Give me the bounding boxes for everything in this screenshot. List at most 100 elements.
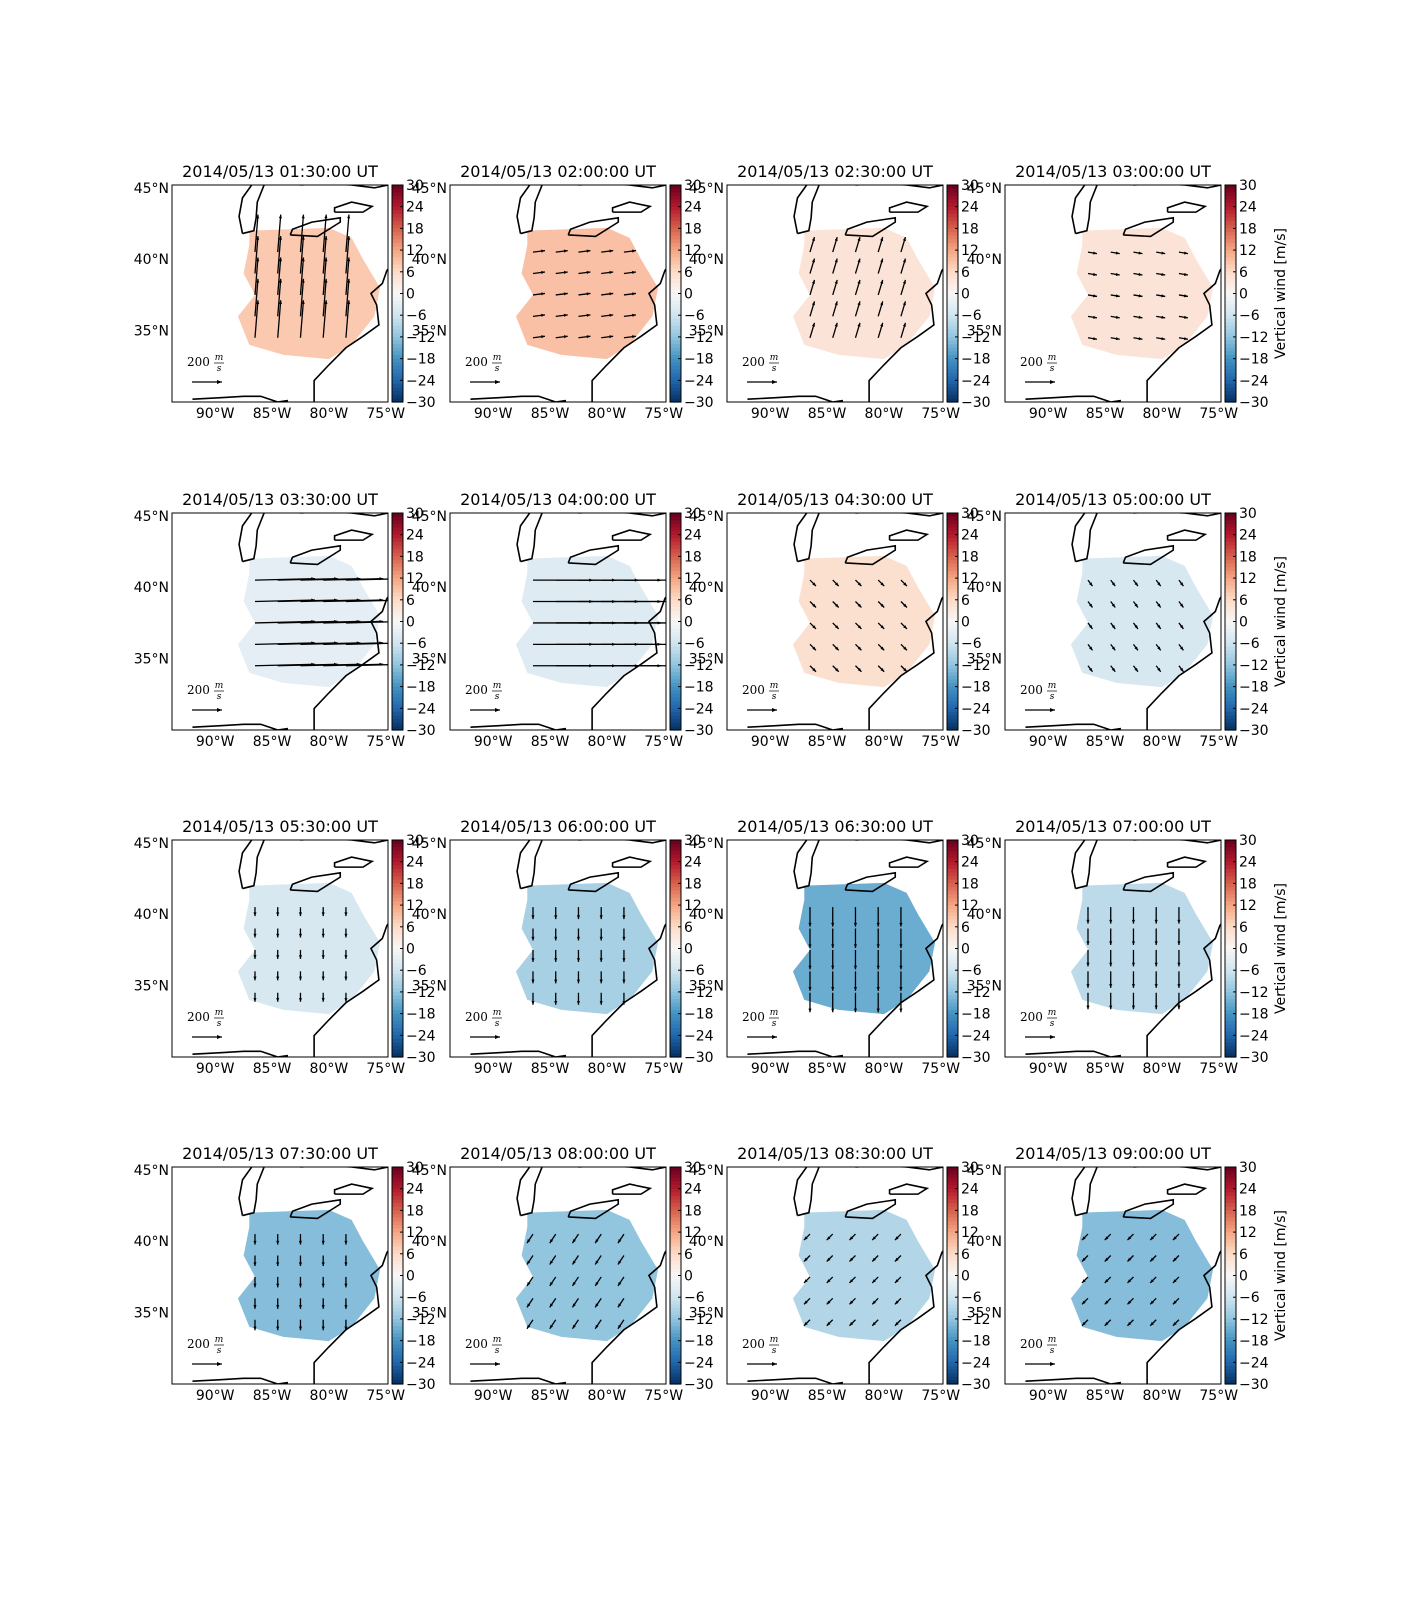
wind-arrow (344, 1255, 348, 1267)
coastline (888, 1183, 930, 1195)
colorbar-tick-label: −6 (1239, 963, 1260, 979)
coastline (192, 395, 289, 402)
coastline (192, 1050, 289, 1057)
colorbar-tick-label: 24 (684, 855, 702, 871)
x-tick-label: 75°W (366, 1061, 405, 1077)
colorbar-tick-label: 24 (961, 528, 979, 544)
colorbar-tick-label: 0 (1239, 287, 1248, 303)
wind-arrow (1110, 272, 1120, 276)
wind-arrow (1110, 294, 1120, 298)
colorbar-tick-label: 0 (406, 1269, 415, 1285)
coastline (793, 1167, 820, 1217)
map-area (747, 513, 943, 730)
wind-arrow (321, 1234, 325, 1245)
colorbar-tick-label: −30 (1239, 1377, 1269, 1393)
wind-arrow (809, 322, 816, 338)
panel-title: 2014/05/13 04:00:00 UT (460, 490, 656, 509)
wind-arrow (808, 992, 812, 1013)
wind-arrow (345, 642, 388, 645)
scale-value: 200 (465, 1337, 488, 1351)
wind-arrow (1087, 579, 1094, 587)
wind-arrow (849, 1233, 856, 1241)
colorbar-tick-label: −12 (961, 985, 991, 1001)
wind-arrow (601, 313, 614, 317)
colorbar-tick-label: 18 (1239, 1203, 1257, 1219)
coastline (1133, 1167, 1221, 1171)
x-tick-label: 80°W (588, 406, 627, 422)
coastline (855, 1167, 943, 1171)
scale-unit-num: m (215, 1008, 224, 1018)
colorbar-tick-label: 6 (406, 593, 415, 609)
y-tick-label: 45°N (134, 1163, 169, 1179)
wind-arrow (1154, 907, 1158, 924)
colorbar-tick-label: 12 (406, 243, 424, 259)
wind-arrow (832, 643, 840, 651)
wind-arrow (853, 949, 858, 970)
scale-unit-den: s (772, 1346, 777, 1356)
colorbar-tick-label: −24 (406, 1028, 436, 1044)
wind-arrow (1178, 622, 1184, 630)
coastline (747, 1377, 844, 1384)
wind-arrow (1087, 294, 1098, 298)
wind-region (1070, 882, 1214, 1015)
colorbar-tick-label: −18 (406, 1334, 436, 1350)
coastline (1146, 922, 1221, 1057)
colorbar-tick-label: 18 (1239, 549, 1257, 565)
axes-frame (1004, 839, 1222, 1058)
x-tick-label: 75°W (366, 406, 405, 422)
map-area (470, 185, 666, 402)
colorbar-tick-label: 30 (406, 178, 424, 194)
wind-arrow (1109, 949, 1113, 967)
wind-arrow (253, 949, 257, 959)
panel-title: 2014/05/13 07:30:00 UT (182, 1144, 378, 1163)
wind-region (792, 882, 936, 1015)
wind-arrow (1127, 1233, 1134, 1241)
coastline (300, 840, 388, 844)
map-panel: 2014/05/13 08:00:00 UT 90°W 85°W 80°W 75°W 45… (412, 1144, 714, 1404)
colorbar-tick-label: 6 (406, 1247, 415, 1263)
colorbar-tick-label: 30 (684, 833, 702, 849)
colorbar-tick-label: −18 (684, 680, 714, 696)
scale-arrowhead (495, 708, 500, 712)
coastline (844, 216, 897, 238)
coastline (888, 201, 930, 213)
wind-arrow (1131, 992, 1136, 1010)
y-tick-label: 35°N (689, 324, 724, 340)
wind-arrow (855, 601, 862, 608)
map-panel: 2014/05/13 05:30:00 UT 90°W 85°W 80°W 75°W 45… (134, 817, 436, 1077)
wind-arrow (877, 236, 884, 253)
wind-arrow (623, 313, 637, 317)
wind-arrow (900, 579, 908, 587)
x-tick-label: 90°W (196, 734, 235, 750)
x-tick-label: 85°W (1086, 734, 1125, 750)
colorbar-tick-label: 18 (1239, 221, 1257, 237)
colorbar-tick-label: −24 (961, 373, 991, 389)
wind-arrow (900, 236, 907, 253)
colorbar-tick-label: 18 (406, 221, 424, 237)
x-tick-label: 75°W (644, 406, 683, 422)
wind-arrow (253, 971, 257, 981)
scale-value: 200 (1020, 1337, 1043, 1351)
wind-arrow (1109, 971, 1113, 988)
colorbar-tick-label: −18 (684, 1334, 714, 1350)
colorbar-tick-label: −24 (1239, 373, 1269, 389)
colorbar-tick-label: 18 (406, 1203, 424, 1219)
map-panel: 2014/05/13 04:00:00 UT 90°W 85°W 80°W 75°W 45… (412, 490, 714, 750)
wind-arrow (1133, 251, 1143, 255)
wind-arrow (277, 300, 282, 338)
x-tick-label: 90°W (474, 1061, 513, 1077)
y-tick-label: 45°N (967, 181, 1002, 197)
wind-arrow (900, 322, 907, 338)
colorbar-tick-label: −24 (406, 701, 436, 717)
colorbar-tick-label: −12 (1239, 330, 1269, 346)
wind-region (515, 1209, 659, 1342)
coastline (611, 856, 653, 868)
coastline (793, 513, 820, 563)
y-tick-label: 40°N (689, 907, 724, 923)
x-tick-label: 80°W (865, 1061, 904, 1077)
wind-arrow (1086, 949, 1090, 967)
y-tick-label: 40°N (967, 1234, 1002, 1250)
wind-arrow (1178, 315, 1189, 319)
coastline (313, 267, 388, 402)
y-tick-label: 40°N (412, 907, 447, 923)
